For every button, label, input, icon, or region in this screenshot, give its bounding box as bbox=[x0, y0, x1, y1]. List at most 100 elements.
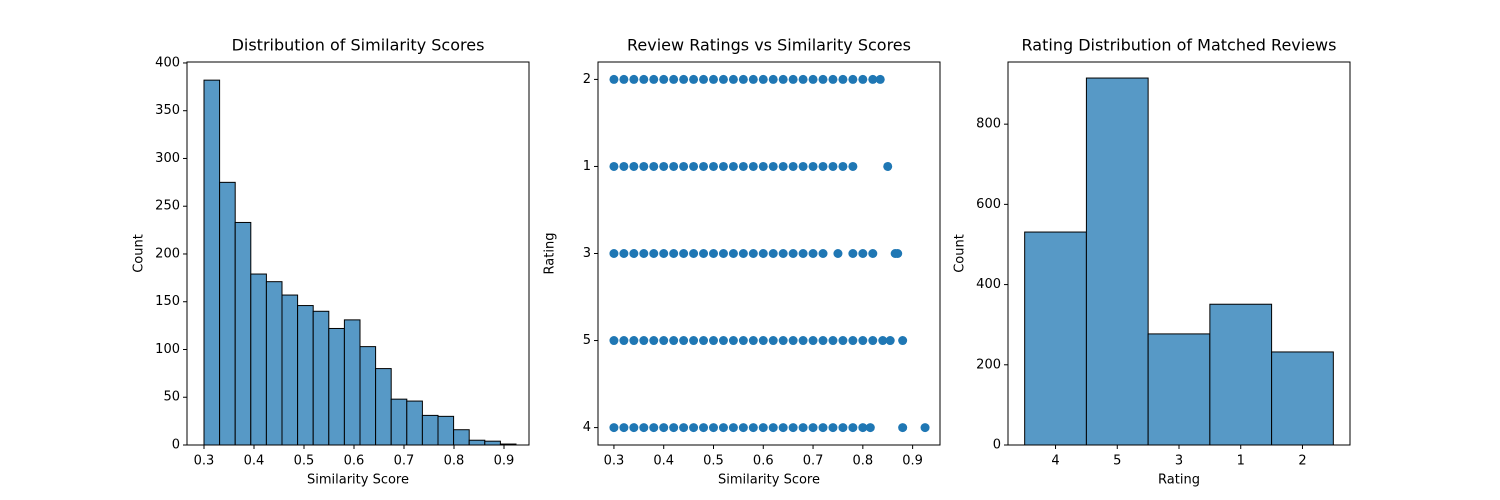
y-tick-label: 350 bbox=[155, 103, 180, 118]
scatter-point bbox=[778, 423, 788, 433]
scatter-point bbox=[818, 161, 828, 171]
scatter-point bbox=[669, 74, 679, 84]
scatter-point bbox=[669, 161, 679, 171]
x-tick-label: 0.5 bbox=[703, 454, 724, 469]
scatter-point bbox=[868, 249, 878, 258]
scatter-point bbox=[718, 336, 728, 346]
scatter-point bbox=[828, 161, 838, 171]
scatter-point bbox=[858, 249, 868, 258]
y-tick-label: 2 bbox=[583, 72, 591, 87]
scatter-point bbox=[619, 74, 629, 84]
scatter-point bbox=[738, 161, 748, 171]
scatter-point bbox=[619, 249, 629, 258]
histogram-bar bbox=[468, 439, 486, 446]
x-tick-label: 0.3 bbox=[194, 454, 215, 469]
scatter-point bbox=[768, 423, 778, 433]
axes-frame bbox=[1007, 61, 1351, 446]
scatter-point bbox=[609, 336, 619, 346]
scatter-point bbox=[728, 336, 738, 346]
scatter-point bbox=[699, 161, 709, 171]
scatter-point bbox=[920, 423, 930, 433]
scatter-point bbox=[689, 74, 699, 84]
histogram-bar bbox=[312, 310, 330, 446]
scatter-point bbox=[699, 249, 709, 258]
y-tick-label: 600 bbox=[976, 197, 1001, 212]
scatter-point bbox=[659, 423, 669, 433]
scatter-point bbox=[609, 161, 619, 171]
scatter-point bbox=[893, 249, 903, 258]
scatter-point bbox=[639, 161, 649, 171]
scatter-point bbox=[679, 336, 689, 346]
histogram-bar bbox=[421, 414, 439, 446]
scatter-point bbox=[629, 423, 639, 433]
histogram-bar bbox=[390, 398, 408, 446]
x-tick-label: 0.9 bbox=[494, 454, 515, 469]
scatter-point bbox=[748, 161, 758, 171]
scatter-point bbox=[708, 161, 718, 171]
scatter-point bbox=[833, 249, 843, 258]
scatter-point bbox=[768, 161, 778, 171]
scatter-point bbox=[838, 336, 848, 346]
y-tick-label: 400 bbox=[155, 55, 180, 70]
histogram-bar bbox=[484, 440, 501, 446]
scatter-point bbox=[659, 161, 669, 171]
scatter-point bbox=[758, 249, 768, 258]
scatter-point bbox=[818, 249, 828, 258]
scatter-point bbox=[758, 336, 768, 346]
scatter-point bbox=[748, 336, 758, 346]
scatter-point bbox=[808, 249, 818, 258]
x-tick-label: 0.4 bbox=[653, 454, 674, 469]
scatter-point bbox=[669, 423, 679, 433]
scatter-point bbox=[649, 249, 659, 258]
histogram-bar bbox=[281, 294, 299, 446]
scatter-point bbox=[778, 74, 788, 84]
scatter-point bbox=[858, 74, 868, 84]
chart-title: Rating Distribution of Matched Reviews bbox=[1022, 36, 1337, 55]
x-tick-label: 0.5 bbox=[294, 454, 315, 469]
scatter-point bbox=[619, 423, 629, 433]
scatter-point bbox=[669, 336, 679, 346]
scatter-point bbox=[878, 336, 888, 346]
scatter-point bbox=[798, 423, 808, 433]
histogram-bar bbox=[265, 281, 283, 446]
y-tick-label: 100 bbox=[155, 342, 180, 357]
x-axis-label: Similarity Score bbox=[718, 473, 820, 488]
scatter-point bbox=[768, 336, 778, 346]
scatter-point bbox=[838, 74, 848, 84]
bar bbox=[1024, 231, 1087, 446]
scatter-point bbox=[629, 161, 639, 171]
histogram-bar bbox=[343, 319, 361, 446]
chart-title: Review Ratings vs Similarity Scores bbox=[627, 36, 911, 55]
x-tick-label: 0.3 bbox=[604, 454, 625, 469]
histogram-bar bbox=[359, 346, 377, 446]
histogram-bar bbox=[219, 181, 236, 446]
x-tick-label: 0.8 bbox=[852, 454, 873, 469]
scatter-point bbox=[669, 249, 679, 258]
scatter-point bbox=[689, 161, 699, 171]
histogram-bar bbox=[203, 79, 221, 446]
scatter-point bbox=[649, 423, 659, 433]
scatter-point bbox=[768, 74, 778, 84]
scatter-point bbox=[808, 336, 818, 346]
x-tick-label: 5 bbox=[1113, 454, 1121, 469]
y-tick-label: 4 bbox=[583, 420, 591, 435]
scatter-point bbox=[699, 423, 709, 433]
chart-title: Distribution of Similarity Scores bbox=[232, 36, 485, 55]
y-tick-label: 200 bbox=[976, 357, 1001, 372]
scatter-point bbox=[609, 249, 619, 258]
x-tick-label: 0.9 bbox=[902, 454, 923, 469]
scatter-point bbox=[828, 74, 838, 84]
scatter-point bbox=[679, 249, 689, 258]
scatter-point bbox=[738, 336, 748, 346]
scatter-point bbox=[699, 74, 709, 84]
scatter-point bbox=[875, 74, 885, 84]
scatter-point bbox=[639, 74, 649, 84]
histogram-bar bbox=[453, 429, 470, 446]
scatter-point bbox=[748, 74, 758, 84]
y-axis-label: Count bbox=[132, 234, 147, 273]
histogram-bar bbox=[328, 327, 345, 446]
scatter-point bbox=[768, 249, 778, 258]
x-tick-label: 0.6 bbox=[753, 454, 774, 469]
scatter-point bbox=[818, 423, 828, 433]
